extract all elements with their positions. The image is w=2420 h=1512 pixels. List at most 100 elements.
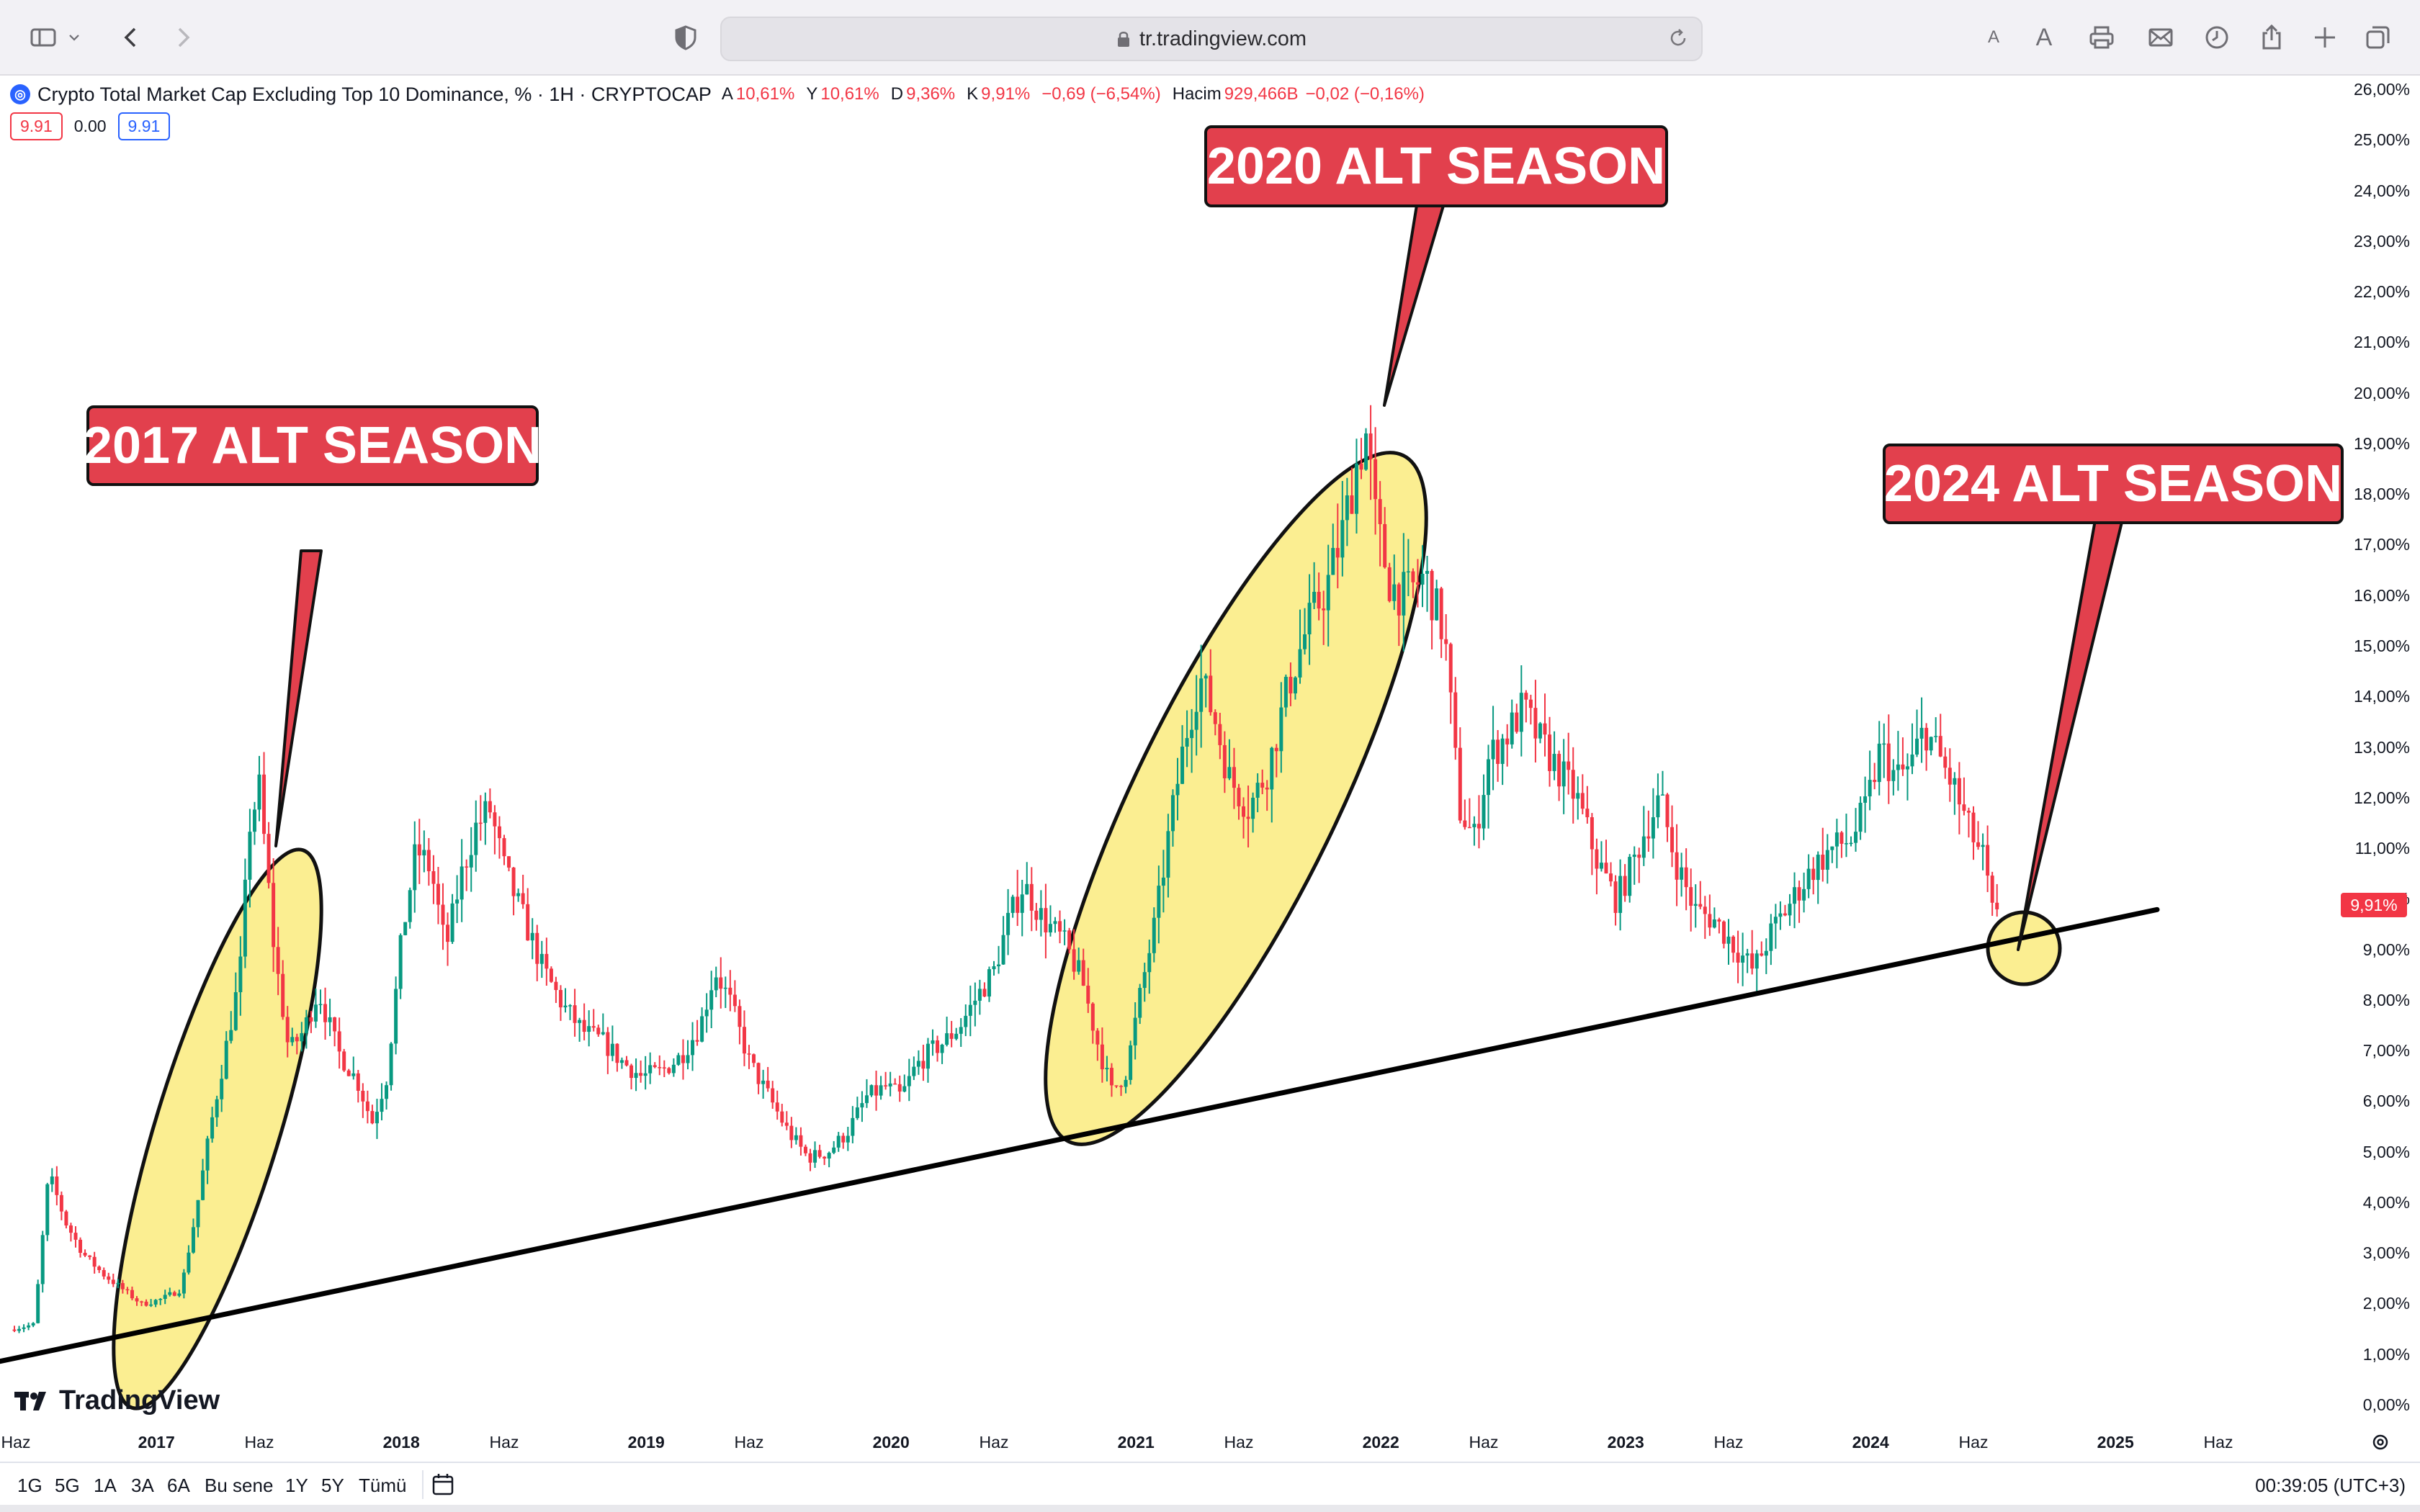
range-ytd-button[interactable]: Bu sene (205, 1475, 274, 1496)
candle-body (1693, 904, 1698, 906)
candle-body (361, 1090, 365, 1102)
candle-body (215, 1099, 219, 1117)
calendar-goto-icon[interactable] (431, 1472, 457, 1498)
candle-body (521, 893, 525, 904)
x-tick-label: Haz (1224, 1433, 1254, 1452)
decrease-text-size-button[interactable]: A (1987, 27, 1999, 47)
back-icon[interactable] (112, 19, 150, 56)
candle-body (351, 1073, 356, 1076)
candle-body (1736, 953, 1740, 963)
candle-body (1863, 796, 1868, 803)
candle-body (1307, 603, 1312, 635)
candle-body (888, 1083, 892, 1086)
candle-body (426, 850, 431, 872)
price-chart[interactable] (0, 76, 2420, 1458)
candle-body (1420, 573, 1425, 585)
callout-pointers (274, 199, 2125, 951)
candle-body (281, 973, 285, 1017)
range-1d-button[interactable]: 1G (17, 1475, 42, 1496)
candle-body (300, 1032, 304, 1042)
range-1m-button[interactable]: 1A (94, 1475, 117, 1496)
tradingview-logo[interactable]: TradingView (14, 1385, 220, 1416)
candle-body (1986, 845, 1990, 876)
tab-overview-icon[interactable] (2360, 19, 2397, 56)
candle-body (846, 1135, 850, 1143)
candle-body (643, 1073, 647, 1076)
candle-body (1274, 747, 1278, 752)
candle-body (1641, 836, 1646, 858)
cryptocap-logo-icon: ◎ (10, 84, 30, 104)
candle-body (356, 1073, 360, 1091)
candle-body (568, 1005, 573, 1007)
candle-series (12, 405, 1999, 1333)
print-icon[interactable] (2083, 19, 2120, 56)
range-1y-button[interactable]: 1Y (285, 1475, 308, 1496)
candle-body (1618, 876, 1623, 913)
candle-body (394, 989, 398, 1044)
y-tick-label: 23,00% (2353, 231, 2410, 251)
candle-body (1293, 677, 1297, 694)
candle-body (1948, 768, 1952, 785)
candle-body (153, 1300, 158, 1305)
reload-icon[interactable] (1667, 27, 1690, 50)
forward-icon[interactable] (164, 19, 202, 56)
candle-body (1788, 904, 1792, 916)
share-icon[interactable] (2253, 19, 2290, 56)
candle-body (1175, 783, 1180, 796)
privacy-shield-icon[interactable] (667, 19, 704, 56)
candle-body (1802, 888, 1806, 901)
candle-body (756, 1063, 761, 1084)
candle-body (1595, 849, 1599, 869)
sidebar-toggle-icon[interactable] (24, 19, 62, 56)
candle-body (1873, 780, 1877, 783)
candle-body (1538, 723, 1542, 739)
clock-timezone[interactable]: 00:39:05 (UTC+3) (2255, 1475, 2406, 1496)
candle-body (1387, 567, 1392, 601)
candle-body (328, 1017, 332, 1022)
candle-body (1580, 793, 1585, 809)
candle-body (1335, 548, 1340, 558)
range-3m-button[interactable]: 3A (131, 1475, 154, 1496)
candle-body (507, 856, 511, 868)
candle-body (799, 1135, 803, 1147)
increase-text-size-button[interactable]: A (2035, 23, 2053, 51)
address-bar[interactable]: tr.tradingview.com (720, 17, 1703, 61)
candle-body (168, 1292, 172, 1295)
y-tick-label: 11,00% (2354, 839, 2410, 858)
candle-body (469, 855, 473, 868)
mail-icon[interactable] (2142, 19, 2179, 56)
ask-pill[interactable]: 9.91 (117, 112, 171, 140)
candle-body (163, 1295, 167, 1300)
new-tab-plus-icon[interactable] (2306, 19, 2344, 56)
candle-body (662, 1067, 666, 1068)
candle-body (1237, 788, 1241, 806)
candle-body (1251, 797, 1255, 819)
candle-body (140, 1301, 144, 1302)
y-tick-label: 19,00% (2353, 433, 2410, 453)
x-tick-label: Haz (489, 1433, 519, 1452)
candle-body (977, 989, 982, 1001)
gear-icon[interactable] (2370, 1431, 2391, 1453)
history-clock-icon[interactable] (2198, 19, 2236, 56)
candle-body (780, 1111, 784, 1123)
range-all-button[interactable]: Tümü (359, 1475, 407, 1496)
open-label: A (721, 84, 733, 104)
symbol-title[interactable]: Crypto Total Market Cap Excluding Top 10… (37, 83, 712, 105)
pointer-2017 (274, 549, 323, 847)
range-5y-button[interactable]: 5Y (321, 1475, 344, 1496)
candle-body (125, 1289, 130, 1291)
candle-body (59, 1194, 63, 1212)
candle-body (1453, 692, 1458, 748)
candle-body (1406, 571, 1410, 573)
candle-body (997, 964, 1001, 967)
candle-body (817, 1150, 822, 1157)
bid-pill[interactable]: 9.91 (10, 112, 63, 140)
range-6m-button[interactable]: 6A (167, 1475, 190, 1496)
range-5d-button[interactable]: 5G (55, 1475, 80, 1496)
candle-body (1359, 463, 1363, 470)
candle-body (1613, 881, 1618, 913)
chevron-down-icon[interactable] (63, 19, 85, 56)
candle-body (102, 1269, 106, 1277)
candle-body (1628, 857, 1632, 896)
candle-body (549, 968, 553, 982)
